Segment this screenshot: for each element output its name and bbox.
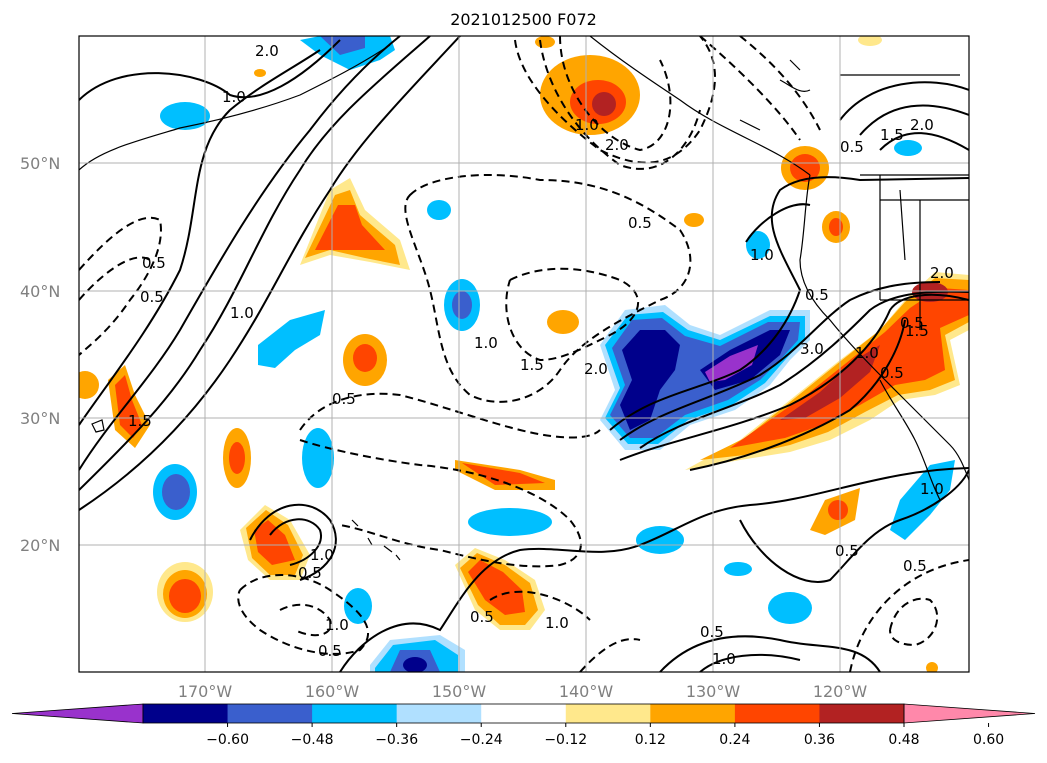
colorbar-tick-label: 0.24 — [719, 732, 750, 748]
colorbar-tick-label: 0.36 — [804, 732, 835, 748]
colorbar-tick-label: 0.48 — [888, 732, 919, 748]
colorbar-tick-label: −0.48 — [291, 732, 334, 748]
contour-label: 1.0 — [474, 334, 498, 352]
contour-label: 1.0 — [855, 344, 879, 362]
graticule — [79, 36, 969, 672]
colorbar-segment — [734, 704, 820, 723]
contour-label: 1.0 — [920, 480, 944, 498]
contour-label: 0.5 — [298, 564, 322, 582]
lat-label: 20°N — [20, 536, 60, 555]
lon-label: 160°W — [305, 682, 360, 701]
anomaly-fill-layer — [79, 36, 969, 672]
contour-label: 0.5 — [880, 364, 904, 382]
colorbar-segment — [143, 704, 229, 723]
lon-label: 150°W — [432, 682, 487, 701]
lat-label: 30°N — [20, 409, 60, 428]
colorbar-ticks: −0.60 −0.48 −0.36 −0.24 −0.12 0.12 0.24 0.36 0.4… — [206, 723, 1004, 748]
contour-label: 1.0 — [712, 650, 736, 668]
contour-label: 1.0 — [575, 116, 599, 134]
colorbar-tick-label: −0.36 — [375, 732, 418, 748]
cold-anomaly-shading — [153, 36, 955, 672]
solid-contours — [79, 36, 969, 672]
latitude-labels: 50°N 40°N 30°N 20°N — [20, 154, 60, 555]
colorbar-extend-min — [11, 703, 144, 724]
contour-label: 0.5 — [840, 138, 864, 156]
contour-label: 1.5 — [905, 322, 929, 340]
colorbar-segment — [819, 704, 905, 723]
contour-label: 1.0 — [325, 616, 349, 634]
lon-label: 130°W — [686, 682, 741, 701]
contour-label: 0.5 — [805, 286, 829, 304]
contour-label: 0.5 — [903, 557, 927, 575]
colorbar-tick-label: −0.12 — [544, 732, 587, 748]
colorbar-segment — [227, 704, 313, 723]
contour-label: 2.0 — [930, 264, 954, 282]
contour-label: 1.0 — [545, 614, 569, 632]
lon-label: 170°W — [178, 682, 233, 701]
contour-label: 1.0 — [750, 246, 774, 264]
contour-label: 0.5 — [900, 314, 924, 332]
colorbar-tick-label: −0.60 — [206, 732, 249, 748]
plot-frame — [78, 35, 970, 673]
contour-label: 0.5 — [140, 288, 164, 306]
contour-label: 0.5 — [470, 608, 494, 626]
contour-label: 1.0 — [310, 546, 334, 564]
contour-label: 1.0 — [230, 304, 254, 322]
colorbar-tick-label: −0.24 — [460, 732, 503, 748]
contour-label: 1.5 — [128, 412, 152, 430]
contour-label: 0.5 — [142, 254, 166, 272]
lon-label: 120°W — [813, 682, 868, 701]
contour-label: 1.5 — [880, 126, 904, 144]
contour-label: 0.5 — [318, 642, 342, 660]
warm-anomaly-shading — [79, 36, 969, 672]
contour-label: 2.0 — [255, 42, 279, 60]
lat-label: 50°N — [20, 154, 60, 173]
lat-label: 40°N — [20, 282, 60, 301]
colorbar-segment — [396, 704, 482, 723]
contour-label: 2.0 — [910, 116, 934, 134]
contour-label: 0.5 — [332, 390, 356, 408]
colorbar-outline — [142, 703, 905, 724]
colorbar-segment — [481, 704, 567, 723]
contour-label: 1.5 — [520, 356, 544, 374]
lon-label: 140°W — [559, 682, 614, 701]
contour-label-layer: 2.0 1.0 0.5 0.5 1.0 1.5 2.0 0.5 1.0 1.5 … — [128, 42, 954, 668]
coastlines — [79, 36, 969, 561]
contour-label: 0.5 — [700, 623, 724, 641]
colorbar-extend-max — [903, 703, 1036, 724]
contour-label: 2.0 — [584, 360, 608, 378]
colorbar-segment — [312, 704, 398, 723]
colorbar — [11, 703, 1036, 724]
colorbar-segment — [650, 704, 736, 723]
colorbar-segment — [565, 704, 651, 723]
contour-label: 3.0 — [800, 340, 824, 358]
contour-label: 0.5 — [835, 542, 859, 560]
contour-label: 1.0 — [222, 88, 246, 106]
map-title: 2021012500 F072 — [450, 10, 597, 29]
colorbar-tick-label: 0.60 — [973, 732, 1004, 748]
contour-label: 2.0 — [605, 136, 629, 154]
longitude-labels: 170°W 160°W 150°W 140°W 130°W 120°W — [178, 682, 868, 701]
contour-label: 0.5 — [628, 214, 652, 232]
colorbar-tick-label: 0.12 — [635, 732, 666, 748]
